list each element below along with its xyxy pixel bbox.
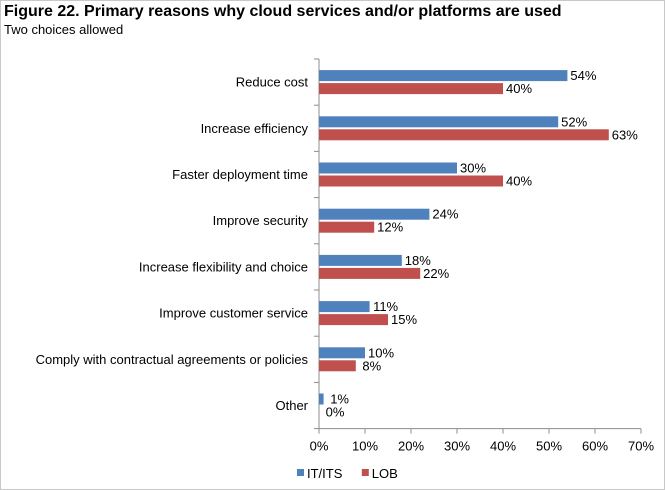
bar-it-its xyxy=(319,208,430,220)
x-tick-label: 40% xyxy=(490,439,516,454)
data-label: 18% xyxy=(405,253,431,268)
chart-title: Figure 22. Primary reasons why cloud ser… xyxy=(4,3,562,20)
bar-lob xyxy=(319,175,503,187)
bar-it-its xyxy=(319,347,365,359)
bar-lob xyxy=(319,314,388,326)
category-label: Improve security xyxy=(213,213,309,228)
legend-label: LOB xyxy=(372,466,398,481)
data-label: 30% xyxy=(460,161,486,176)
chart-subtitle: Two choices allowed xyxy=(4,22,124,37)
bar-lob xyxy=(319,360,356,372)
bar-it-its xyxy=(319,116,559,128)
data-label: 22% xyxy=(423,266,449,281)
data-label: 1% xyxy=(330,392,349,407)
bar-lob xyxy=(319,129,609,141)
x-tick-label: 0% xyxy=(310,439,329,454)
data-label: 40% xyxy=(506,174,532,189)
data-label: 24% xyxy=(432,207,458,222)
x-tick-label: 10% xyxy=(352,439,378,454)
category-label: Reduce cost xyxy=(236,75,309,90)
category-label: Comply with contractual agreements or po… xyxy=(36,352,309,367)
bar-it-its xyxy=(319,393,324,405)
category-label: Faster deployment time xyxy=(172,167,308,182)
data-label: 12% xyxy=(377,220,403,235)
legend-swatch xyxy=(297,469,304,476)
bar-it-its xyxy=(319,162,457,174)
category-label: Increase efficiency xyxy=(201,121,309,136)
bar-it-its xyxy=(319,70,568,82)
x-tick-label: 70% xyxy=(628,439,654,454)
category-label: Improve customer service xyxy=(159,306,308,321)
data-label: 63% xyxy=(612,127,638,142)
category-label: Other xyxy=(275,398,308,413)
x-tick-label: 60% xyxy=(582,439,608,454)
legend-label: IT/ITS xyxy=(307,466,343,481)
data-label: 0% xyxy=(326,405,345,420)
bar-it-its xyxy=(319,254,402,266)
legend-swatch xyxy=(361,469,369,476)
x-tick-label: 50% xyxy=(536,439,562,454)
data-label: 10% xyxy=(368,345,394,360)
data-label: 11% xyxy=(373,299,398,314)
category-label: Increase flexibility and choice xyxy=(139,259,308,274)
data-label: 15% xyxy=(391,312,417,327)
bar-lob xyxy=(319,83,503,95)
data-label: 54% xyxy=(570,68,596,83)
data-label: 52% xyxy=(561,114,587,129)
x-tick-label: 30% xyxy=(444,439,470,454)
bar-it-its xyxy=(319,301,370,313)
data-label: 40% xyxy=(506,81,532,96)
bar-lob xyxy=(319,267,421,279)
data-label: 8% xyxy=(362,358,381,373)
bar-lob xyxy=(319,221,375,233)
x-tick-label: 20% xyxy=(398,439,424,454)
